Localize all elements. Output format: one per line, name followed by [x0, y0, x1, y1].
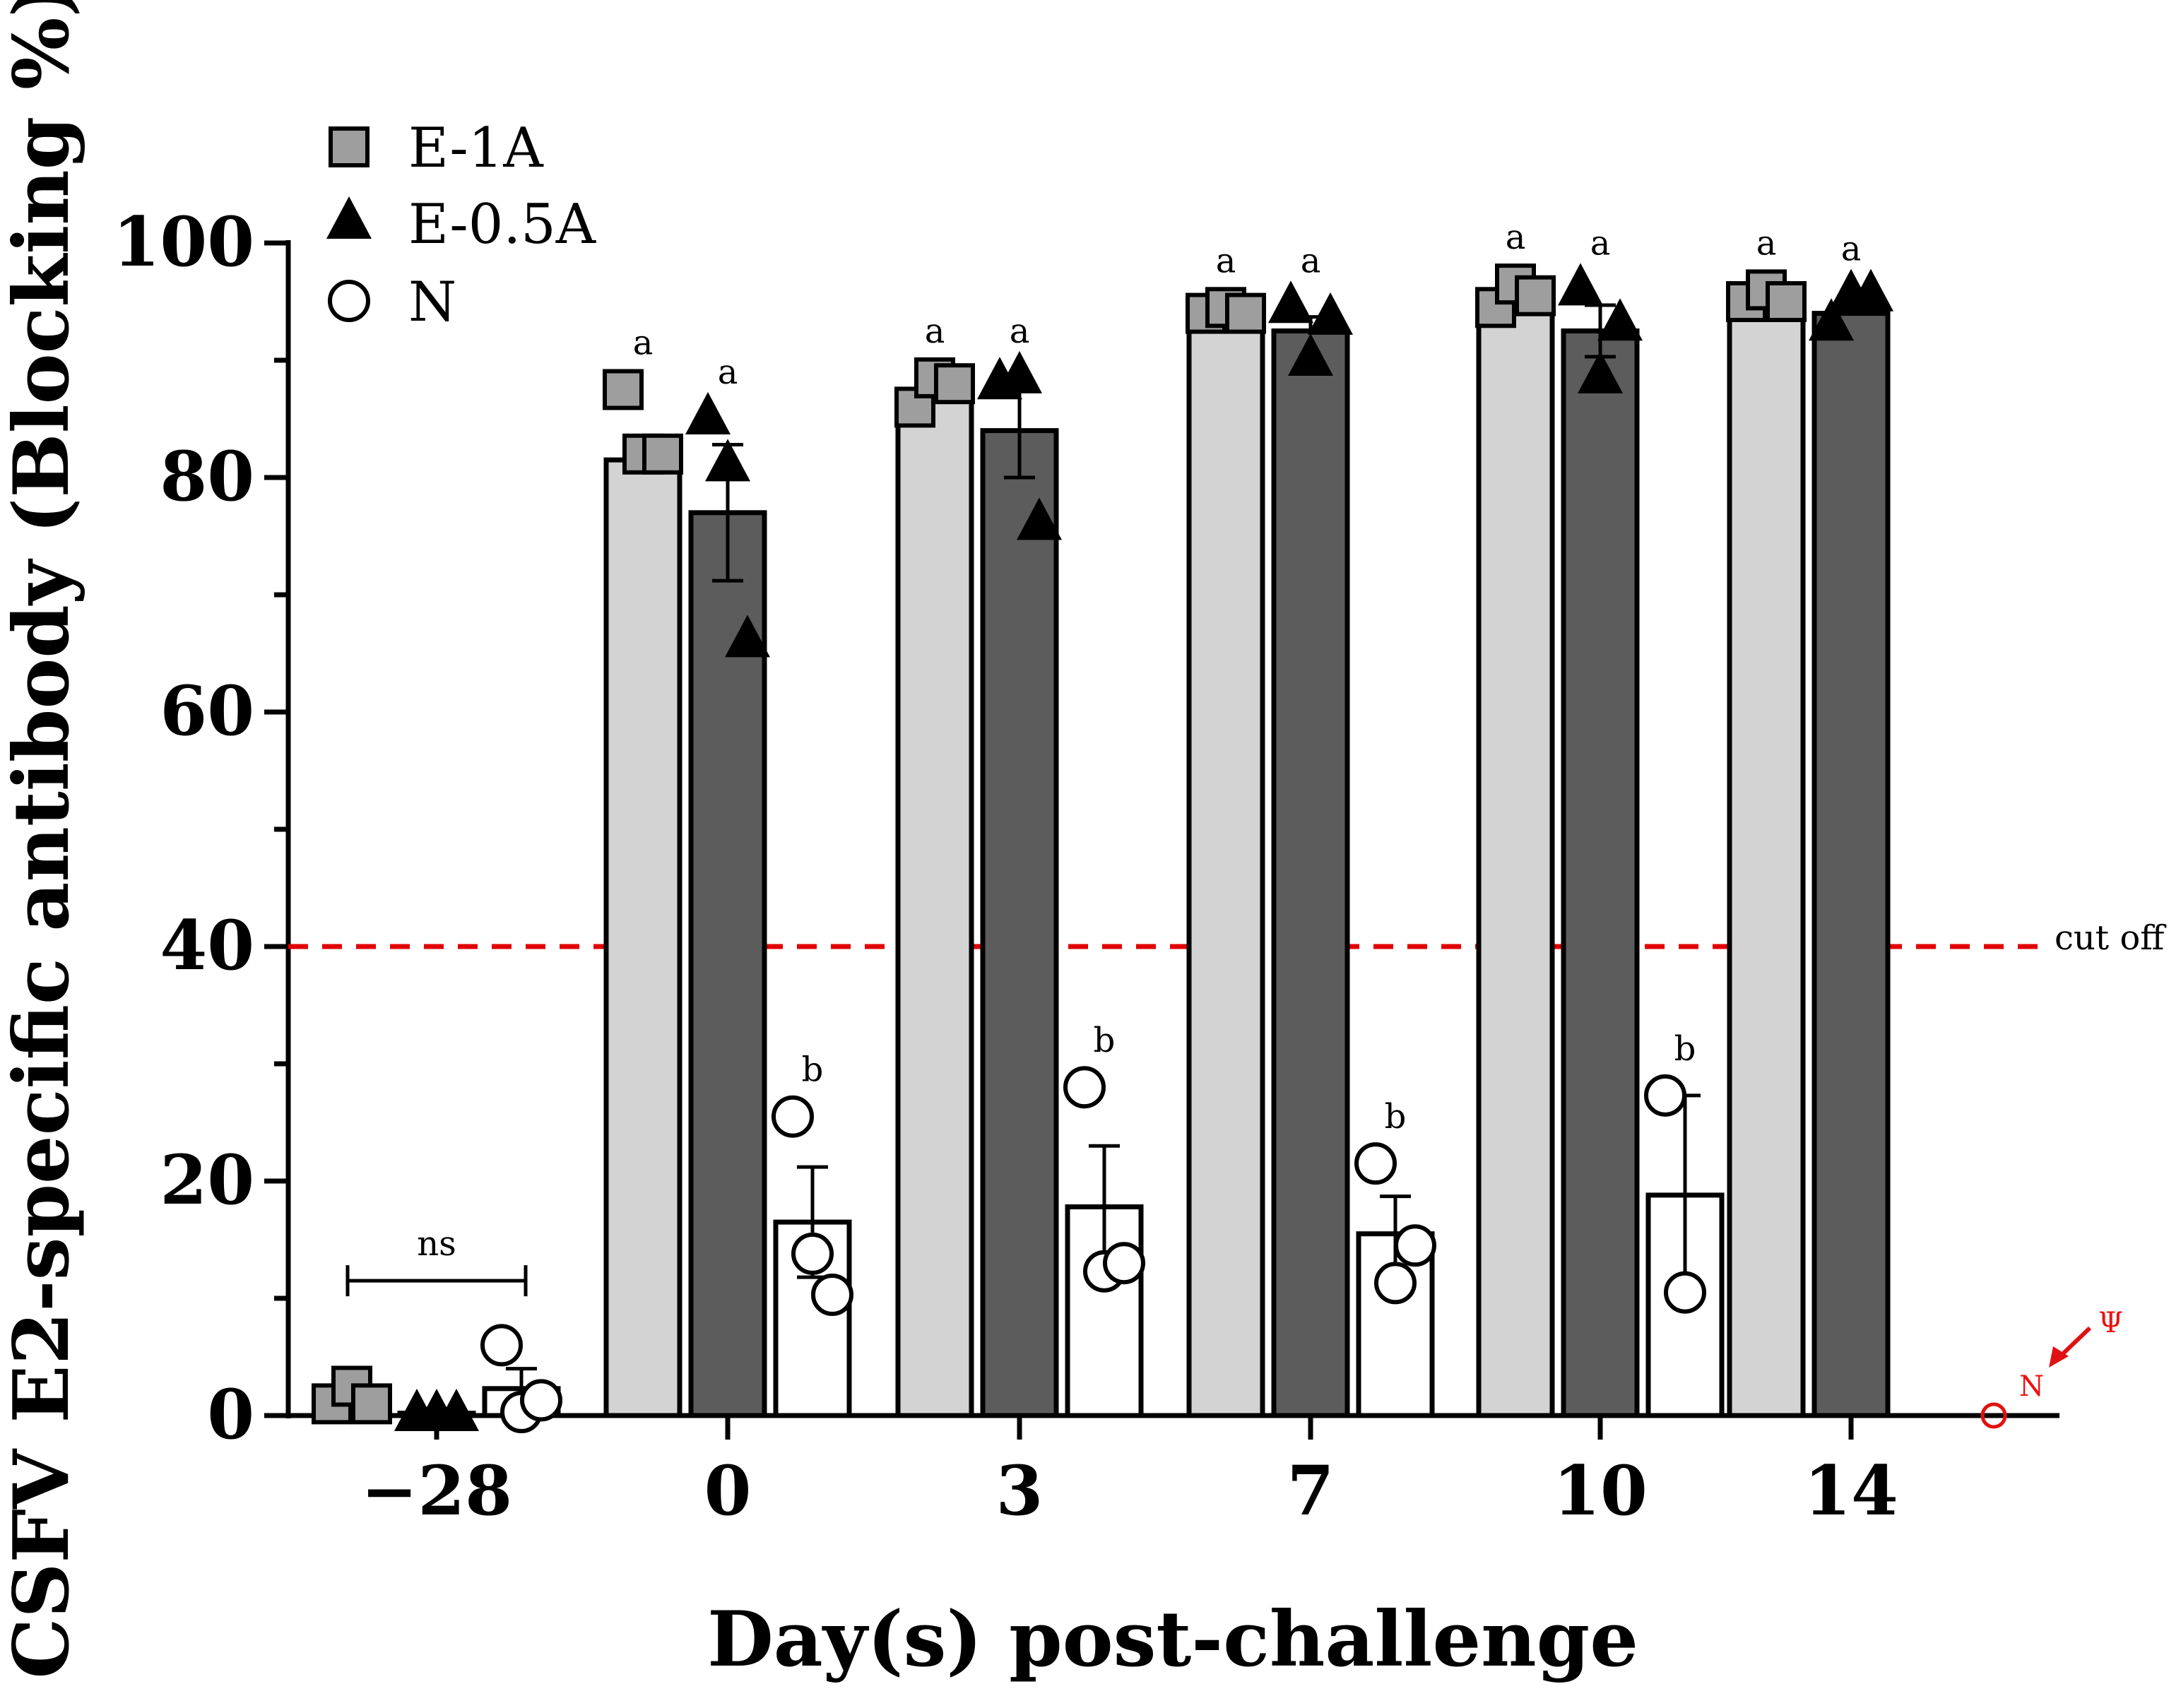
cutoff-label: cut off — [2055, 918, 2166, 958]
x-axis-title: Day(s) post-challenge — [707, 1595, 1638, 1684]
significance-letter: a — [633, 324, 654, 363]
data-point-triangle — [1578, 350, 1623, 393]
bars-layer — [312, 297, 1891, 1418]
legend-label: E-1A — [408, 117, 544, 180]
bar — [1727, 301, 1806, 1418]
bar — [1561, 328, 1640, 1418]
bar — [1476, 299, 1555, 1418]
axes: 0 20 40 60 80 100 −28 0 3 7 10 14 — [113, 202, 2059, 1531]
data-point-triangle — [1597, 298, 1643, 341]
bar — [688, 510, 767, 1418]
data-point-triangle — [705, 439, 750, 482]
significance-letter: a — [1590, 223, 1611, 263]
x-tick-label: 10 — [1553, 1451, 1648, 1531]
significance-letter: a — [718, 352, 738, 392]
data-point-triangle — [1017, 497, 1062, 540]
data-point-square — [351, 1383, 392, 1425]
data-point-triangle — [434, 1389, 479, 1431]
legend-marker-triangle — [326, 196, 372, 239]
bar — [980, 428, 1059, 1418]
data-point-circle — [520, 1379, 562, 1422]
data-point-circle — [811, 1274, 853, 1317]
y-tick-label: 40 — [160, 906, 254, 985]
legend-label: N — [408, 271, 456, 334]
legend-layer: E-1A E-0.5A N — [326, 117, 597, 334]
legend-marker-circle — [328, 280, 370, 322]
data-point-triangle — [1558, 263, 1603, 306]
data-point-circle — [480, 1324, 523, 1367]
significance-letter: a — [1216, 241, 1236, 280]
significance-letter: b — [1094, 1021, 1116, 1060]
x-tick-label: 7 — [1287, 1451, 1335, 1531]
data-point-circle — [1103, 1242, 1145, 1285]
significance-letter: b — [802, 1050, 824, 1090]
data-point-triangle — [1848, 268, 1893, 312]
bar — [1811, 311, 1891, 1418]
dead-marker-arrowhead — [2049, 1346, 2069, 1368]
dead-marker-circle — [1980, 1402, 2007, 1429]
x-tick-label: 3 — [996, 1451, 1044, 1531]
x-tick-label: −28 — [361, 1451, 512, 1531]
data-point-circle — [1644, 1074, 1686, 1117]
significance-letter: a — [925, 312, 945, 351]
data-point-circle — [1063, 1066, 1106, 1109]
data-point-circle — [1394, 1224, 1436, 1267]
data-point-circle — [1354, 1142, 1397, 1185]
bar — [1186, 316, 1265, 1418]
points-layer — [312, 263, 1893, 1434]
bar — [603, 457, 682, 1418]
data-point-triangle — [685, 392, 731, 434]
data-point-square — [1225, 292, 1266, 334]
significance-letter: a — [1010, 312, 1030, 351]
data-point-triangle — [725, 615, 770, 658]
data-point-circle — [1664, 1271, 1706, 1314]
data-point-square — [934, 363, 975, 405]
data-point-triangle — [1809, 298, 1854, 341]
data-point-circle — [772, 1095, 814, 1138]
x-tick-label: 0 — [704, 1451, 752, 1531]
data-point-circle — [791, 1232, 834, 1275]
data-point-triangle — [1268, 280, 1313, 324]
labels-layer: a a a a a a a a a a b b b b ns N Ψ — [345, 218, 2123, 1429]
y-tick-label: 80 — [160, 437, 254, 516]
legend-label: E-0.5A — [408, 193, 597, 256]
significance-letter: a — [1756, 223, 1777, 263]
data-point-square — [603, 369, 644, 410]
significance-letter: b — [1674, 1029, 1696, 1069]
dead-marker-n: N — [2019, 1370, 2044, 1403]
data-point-square — [1766, 281, 1807, 322]
data-point-square — [1515, 275, 1556, 316]
data-point-circle — [1374, 1262, 1417, 1305]
y-axis-title: CSFV E2-specific antibody (Blocking %) — [0, 0, 86, 1679]
y-tick-label: 20 — [160, 1140, 254, 1220]
bar — [1271, 328, 1350, 1418]
data-point-triangle — [997, 350, 1042, 393]
x-tick-label: 14 — [1804, 1451, 1898, 1531]
y-tick-label: 100 — [113, 202, 254, 282]
data-point-triangle — [1288, 333, 1333, 376]
ns-label: ns — [417, 1224, 456, 1264]
data-point-square — [642, 433, 683, 475]
significance-letter: a — [1841, 230, 1862, 269]
bar — [895, 398, 974, 1418]
y-tick-label: 60 — [160, 671, 254, 751]
legend-marker-square — [329, 126, 370, 167]
significance-letter: b — [1385, 1097, 1407, 1137]
significance-letter: a — [1301, 241, 1321, 280]
data-point-triangle — [1308, 292, 1353, 335]
y-tick-label: 0 — [207, 1375, 254, 1454]
significance-letter: a — [1506, 218, 1526, 257]
dead-marker-psi: Ψ — [2098, 1307, 2123, 1339]
